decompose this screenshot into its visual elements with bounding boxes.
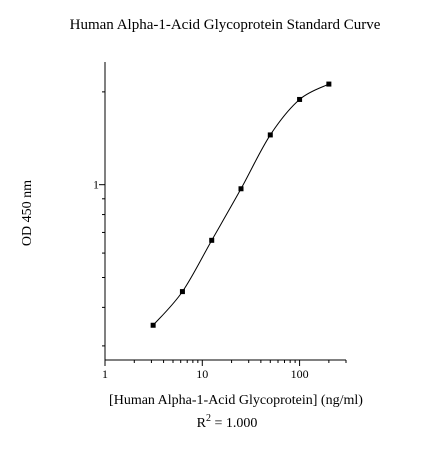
tick-labels: 1 10 100 1 xyxy=(93,178,309,381)
r-squared-prefix: R xyxy=(197,416,207,431)
data-point-marker xyxy=(179,289,185,295)
x-tick-label: 100 xyxy=(291,367,309,381)
fitted-curve xyxy=(152,83,330,326)
x-tick-label: 10 xyxy=(196,367,208,381)
x-tick-label: 1 xyxy=(102,367,108,381)
data-point-marker xyxy=(238,186,244,192)
curve-path xyxy=(152,83,330,326)
data-point-marker xyxy=(297,96,303,102)
y-tick-label: 1 xyxy=(93,178,99,192)
y-axis-label: OD 450 nm xyxy=(20,180,35,246)
data-points xyxy=(150,81,332,328)
axes xyxy=(99,62,347,366)
data-point-marker xyxy=(150,322,156,328)
r-squared-superscript: 2 xyxy=(206,413,211,424)
data-point-marker xyxy=(209,237,215,243)
data-point-marker xyxy=(267,132,273,138)
chart-title: Human Alpha-1-Acid Glycoprotein Standard… xyxy=(70,17,381,33)
x-axis-label: [Human Alpha-1-Acid Glycoprotein] (ng/ml… xyxy=(109,393,363,408)
data-point-marker xyxy=(326,81,332,87)
r-squared-value: = 1.000 xyxy=(211,416,257,431)
r-squared-annotation: R2 = 1.000 xyxy=(197,413,258,431)
